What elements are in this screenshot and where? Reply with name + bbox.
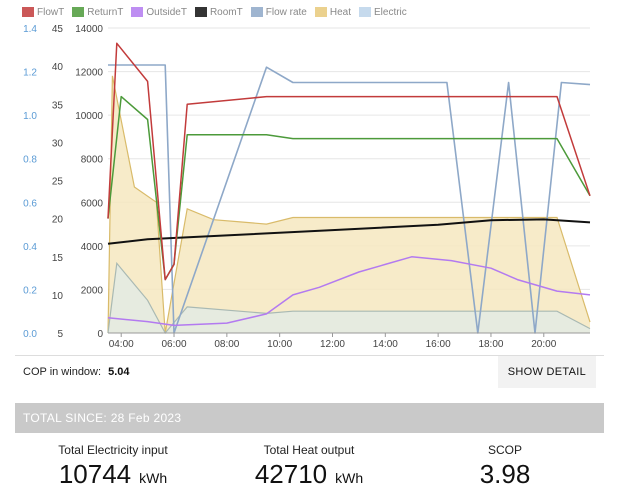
legend-swatch	[22, 7, 34, 17]
x-tick-label: 14:00	[373, 339, 398, 350]
y-tick-label-power: 12000	[75, 68, 103, 79]
stat-scop-value-row: 3.98	[407, 459, 603, 490]
legend-swatch	[194, 7, 207, 17]
y-tick-label-power: 0	[97, 329, 103, 340]
y-tick-label-power: 2000	[81, 285, 104, 296]
cop-row: COP in window: 5.04 SHOW DETAIL	[15, 356, 604, 388]
totals-header: TOTAL SINCE: 28 Feb 2023	[15, 403, 604, 433]
legend-swatch	[131, 7, 144, 17]
legend-item-electric[interactable]: Electric	[358, 6, 407, 18]
y-tick-label-power: 14000	[75, 24, 103, 35]
y-tick-label-power: 10000	[75, 111, 103, 122]
legend-label: Heat	[329, 6, 351, 18]
stat-heat-label: Total Heat output	[263, 443, 355, 457]
series-electric-line	[107, 261, 591, 335]
y-tick-label-flow_rate: 0.6	[23, 198, 37, 209]
stat-electricity-value: 10744	[58, 459, 132, 489]
x-tick-label: 12:00	[320, 339, 345, 350]
y-tick-label-temperature: 20	[52, 215, 64, 226]
y-tick-label-temperature: 30	[52, 138, 64, 149]
y-tick-label-temperature: 15	[52, 253, 64, 264]
stat-scop-label: SCOP	[487, 443, 522, 457]
chart: 0.0 0.2 0.4 0.6 0.8 1.0 1.2 1.4 5 10 15 20 25 30 35 40 4…	[23, 24, 591, 350]
x-tick-label: 16:00	[426, 339, 451, 350]
y-tick-label-flow_rate: 1.4	[23, 24, 37, 35]
legend-label: Electric	[373, 6, 407, 18]
stat-electricity: Total Electricity input 10744 kWh	[15, 433, 211, 490]
x-tick-label: 18:00	[478, 339, 503, 350]
y-tick-label-temperature: 5	[57, 329, 63, 340]
legend-item-roomt[interactable]: RoomT	[194, 6, 243, 18]
legend-swatch	[250, 7, 263, 17]
legend-swatch	[72, 7, 85, 17]
series-heat-line	[107, 75, 591, 334]
stat-scop-value: 3.98	[479, 459, 531, 489]
legend-label: OutsideT	[146, 6, 187, 18]
series-electric-area	[108, 263, 590, 333]
legend-swatch	[314, 7, 327, 17]
legend-label: FlowT	[37, 6, 65, 18]
y-tick-label-flow_rate: 0.8	[23, 155, 37, 166]
legend-item-flowt[interactable]: FlowT	[22, 7, 64, 18]
legend-swatch	[358, 7, 371, 17]
legend-label: ReturnT	[87, 6, 124, 18]
legend-label: RoomT	[209, 6, 243, 18]
legend-item-returnt[interactable]: ReturnT	[72, 7, 123, 18]
y-tick-label-temperature: 40	[52, 62, 64, 73]
y-tick-label-temperature: 25	[52, 177, 64, 188]
series-outsidet-line	[107, 256, 591, 327]
stat-scop: SCOP 3.98	[407, 433, 603, 490]
x-tick-label: 20:00	[531, 339, 556, 350]
y-tick-label-flow_rate: 0.4	[23, 242, 37, 253]
y-tick-label-flow_rate: 1.2	[23, 68, 37, 79]
legend-item-outsidet[interactable]: OutsideT	[131, 7, 187, 18]
stat-electricity-label: Total Electricity input	[58, 443, 168, 457]
legend-item-flow-rate[interactable]: Flow rate	[250, 6, 307, 18]
show-detail-button[interactable]: SHOW DETAIL	[497, 356, 596, 388]
legend-label: Flow rate	[265, 6, 307, 18]
y-tick-label-flow_rate: 1.0	[23, 111, 37, 122]
series-flow-rate-line	[108, 64, 591, 334]
x-tick-label: 06:00	[162, 339, 187, 350]
y-tick-label-power: 8000	[81, 155, 104, 166]
y-tick-label-temperature: 45	[52, 24, 64, 35]
y-tick-label-flow_rate: 0.0	[23, 329, 37, 340]
cop-value: 5.04	[108, 366, 130, 378]
stat-heat-value-row: 42710 kWh	[211, 459, 407, 490]
legend-item-heat[interactable]: Heat	[314, 6, 351, 18]
y-tick-label-temperature: 10	[52, 291, 64, 302]
stat-electricity-value-row: 10744 kWh	[15, 459, 211, 490]
y-tick-label-power: 6000	[81, 198, 104, 209]
stat-electricity-unit: kWh	[139, 470, 168, 486]
stat-heat-value: 42710	[254, 459, 328, 489]
totals-stats: Total Electricity input 10744 kWh Total H…	[15, 433, 604, 500]
y-tick-label-flow_rate: 0.2	[23, 285, 37, 296]
x-tick-label: 04:00	[109, 339, 134, 350]
cop-label: COP in window:	[23, 366, 102, 378]
stat-heat: Total Heat output 42710 kWh	[211, 433, 407, 490]
chart-legend: FlowT ReturnT OutsideT RoomT Flow rate Heat El…	[22, 4, 415, 20]
series-flowt-line	[107, 42, 591, 281]
stat-heat-unit: kWh	[335, 470, 364, 486]
cop-summary: COP in window: 5.04	[23, 366, 130, 378]
x-tick-label: 10:00	[267, 339, 292, 350]
y-tick-label-power: 4000	[81, 242, 104, 253]
divider	[15, 355, 604, 356]
y-tick-label-temperature: 35	[52, 100, 64, 111]
x-tick-label: 08:00	[214, 339, 239, 350]
